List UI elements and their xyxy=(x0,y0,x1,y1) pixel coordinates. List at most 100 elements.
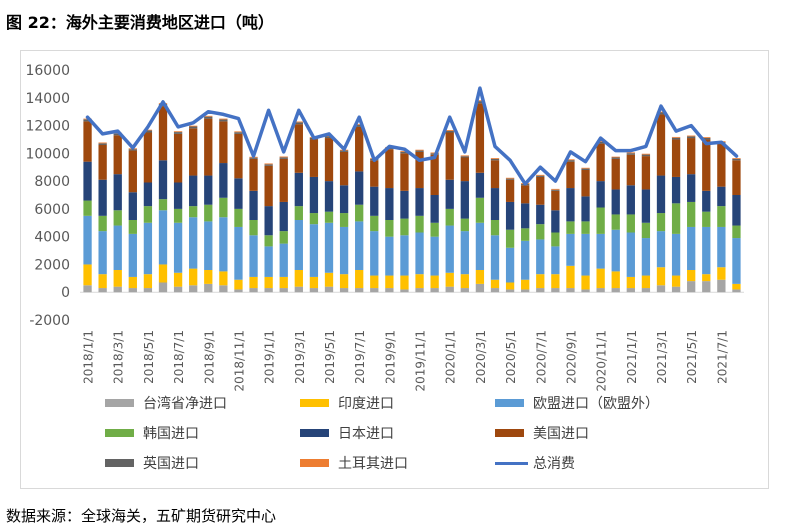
bar-segment-3 xyxy=(611,214,620,230)
bar-segment-4 xyxy=(611,189,620,215)
bar-segment-5 xyxy=(249,158,258,191)
bar-segment-0 xyxy=(521,289,530,293)
bar-segment-3 xyxy=(234,208,243,227)
bar-segment-3 xyxy=(702,211,711,227)
legend-color-swatch xyxy=(300,429,329,437)
bar-segment-3 xyxy=(339,213,349,227)
bar-segment-5 xyxy=(460,157,469,182)
bar-segment-6 xyxy=(279,157,288,159)
bar-segment-7 xyxy=(98,142,107,144)
bar-segment-1 xyxy=(400,275,409,290)
bar-segment-1 xyxy=(204,270,213,284)
bar-segment-2 xyxy=(173,222,183,273)
bar-segment-5 xyxy=(158,106,168,161)
bar-segment-3 xyxy=(128,220,137,234)
bar-segment-6 xyxy=(234,132,243,134)
legend-label: 台湾省净进口 xyxy=(143,396,227,412)
bar-segment-0 xyxy=(339,288,349,293)
figure-title: 图 22：海外主要消费地区进口（吨） xyxy=(6,13,274,32)
bar-segment-0 xyxy=(671,286,681,293)
bar-segment-7 xyxy=(581,167,590,169)
bar-segment-7 xyxy=(566,159,575,161)
bar-segment-0 xyxy=(641,288,651,293)
x-tick-label: 2019/5/1 xyxy=(323,330,337,384)
bar-segment-0 xyxy=(158,282,168,293)
x-tick-label: 2019/1/1 xyxy=(263,330,277,384)
bar-segment-5 xyxy=(98,145,107,180)
bar-segment-5 xyxy=(294,124,303,173)
bar-segment-4 xyxy=(264,206,273,236)
bar-segment-3 xyxy=(355,204,364,222)
y-tick-label: 10000 xyxy=(25,146,70,162)
bar-segment-6 xyxy=(189,126,198,129)
x-tick-label: 2019/7/1 xyxy=(353,330,367,384)
bar-segment-6 xyxy=(98,143,107,145)
bar-segment-3 xyxy=(596,207,605,234)
bar-segment-1 xyxy=(143,274,153,289)
bar-segment-7 xyxy=(415,149,424,151)
bar-segment-4 xyxy=(702,190,711,212)
bar-segment-4 xyxy=(128,192,137,220)
bar-segment-0 xyxy=(173,286,183,293)
bar-segment-6 xyxy=(596,141,605,144)
bar-segment-7 xyxy=(279,156,288,158)
bar-segment-6 xyxy=(400,151,409,154)
bar-segment-6 xyxy=(83,119,92,122)
bar-segment-0 xyxy=(626,288,635,293)
x-tick-label: 2020/9/1 xyxy=(564,330,578,384)
bar-segment-4 xyxy=(732,195,741,226)
bar-segment-1 xyxy=(460,274,469,289)
bar-segment-6 xyxy=(626,153,635,155)
bar-segment-0 xyxy=(732,289,741,293)
bar-segment-4 xyxy=(460,181,469,219)
bar-segment-1 xyxy=(566,265,575,289)
bar-segment-3 xyxy=(641,222,651,239)
bar-segment-4 xyxy=(490,188,500,220)
bar-segment-5 xyxy=(490,160,500,189)
bar-segment-3 xyxy=(219,197,228,218)
bar-segment-3 xyxy=(475,197,485,223)
bar-segment-0 xyxy=(370,288,379,293)
bar-segment-1 xyxy=(505,282,515,290)
bar-segment-5 xyxy=(581,170,590,197)
bar-segment-1 xyxy=(98,274,107,289)
bar-segment-7 xyxy=(234,131,243,133)
bar-segment-2 xyxy=(294,220,303,270)
bar-segment-6 xyxy=(671,137,681,140)
bar-segment-3 xyxy=(158,199,168,211)
bar-segment-1 xyxy=(581,275,590,290)
y-tick-label: 16000 xyxy=(25,63,70,79)
x-tick-label: 2018/5/1 xyxy=(142,330,156,384)
bar-segment-4 xyxy=(656,175,666,214)
bar-segment-7 xyxy=(626,152,635,154)
bar-segment-5 xyxy=(143,132,153,183)
bar-segment-6 xyxy=(339,150,349,152)
x-tick-label: 2018/11/1 xyxy=(232,330,246,392)
bar-segment-0 xyxy=(536,288,545,293)
bar-segment-4 xyxy=(219,163,228,198)
legend-line-swatch xyxy=(495,462,528,465)
y-tick-label: 8000 xyxy=(34,174,70,190)
bar-segment-5 xyxy=(536,176,545,205)
bar-segment-3 xyxy=(445,208,454,226)
bar-segment-6 xyxy=(264,164,273,166)
bar-segment-0 xyxy=(324,286,334,293)
bar-segment-2 xyxy=(445,225,454,273)
bar-segment-1 xyxy=(83,264,92,286)
legend-color-swatch xyxy=(300,399,329,407)
bar-segment-4 xyxy=(294,172,303,207)
bar-segment-4 xyxy=(234,178,243,209)
bar-segment-6 xyxy=(641,154,651,157)
bar-segment-5 xyxy=(596,143,605,182)
bar-segment-1 xyxy=(702,274,711,282)
bar-segment-2 xyxy=(460,231,469,275)
bar-segment-7 xyxy=(702,137,711,138)
bar-segment-2 xyxy=(355,221,364,270)
bar-segment-2 xyxy=(143,222,153,275)
bar-segment-0 xyxy=(460,288,469,293)
bar-segment-2 xyxy=(626,232,635,277)
bar-segment-2 xyxy=(279,243,288,277)
bar-segment-0 xyxy=(189,285,198,293)
bar-segment-1 xyxy=(596,268,605,289)
bar-segment-1 xyxy=(385,275,394,289)
